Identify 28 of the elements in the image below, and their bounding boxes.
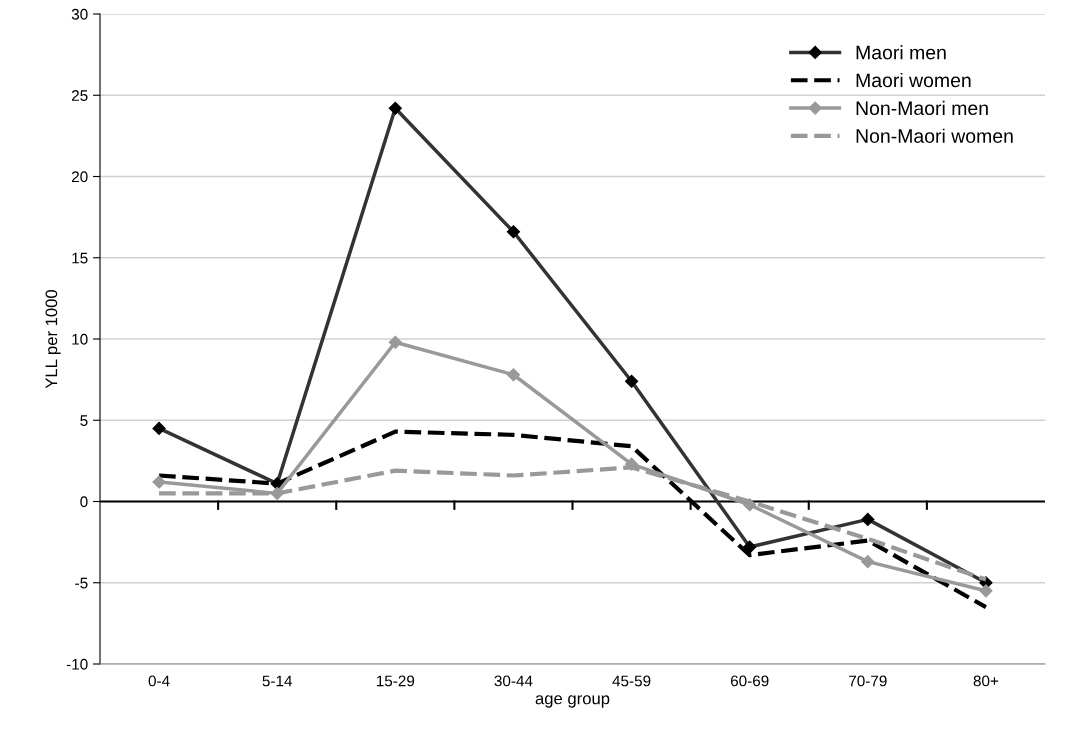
y-tick-label: 0 (80, 496, 88, 508)
y-tick-label: 20 (71, 171, 88, 183)
y-tick-label: -10 (66, 658, 88, 670)
legend-label: Maori women (856, 72, 971, 88)
x-tick-label: 80+ (973, 675, 999, 687)
y-tick-label: 15 (72, 252, 88, 264)
y-tick-label: 25 (71, 90, 88, 101)
y-tick-label: 30 (71, 8, 88, 20)
point (979, 584, 993, 598)
point (152, 475, 166, 489)
x-tick-label: 0-4 (148, 675, 170, 687)
x-tick-label: 45-59 (612, 675, 651, 687)
legend-label: Non-Maori women (856, 128, 1013, 143)
point (506, 368, 521, 382)
x-tick-label: 15-29 (376, 675, 415, 687)
y-tick-label: -5 (75, 577, 88, 589)
x-tick-label: 60-69 (730, 675, 769, 687)
point (861, 555, 875, 569)
legend-label: Maori men (856, 45, 946, 60)
y-axis-title: YLL per 1000 (45, 289, 61, 389)
point (388, 335, 402, 349)
y-tick-label: 5 (80, 415, 88, 426)
y-tick-label: 10 (72, 333, 88, 345)
x-tick-label: 5-14 (262, 675, 293, 687)
x-axis-title: age group (535, 695, 610, 708)
x-tick-label: 70-79 (849, 675, 887, 687)
x-tick-label: 30-44 (494, 675, 533, 687)
legend-label: Non-Maori men (856, 100, 988, 116)
